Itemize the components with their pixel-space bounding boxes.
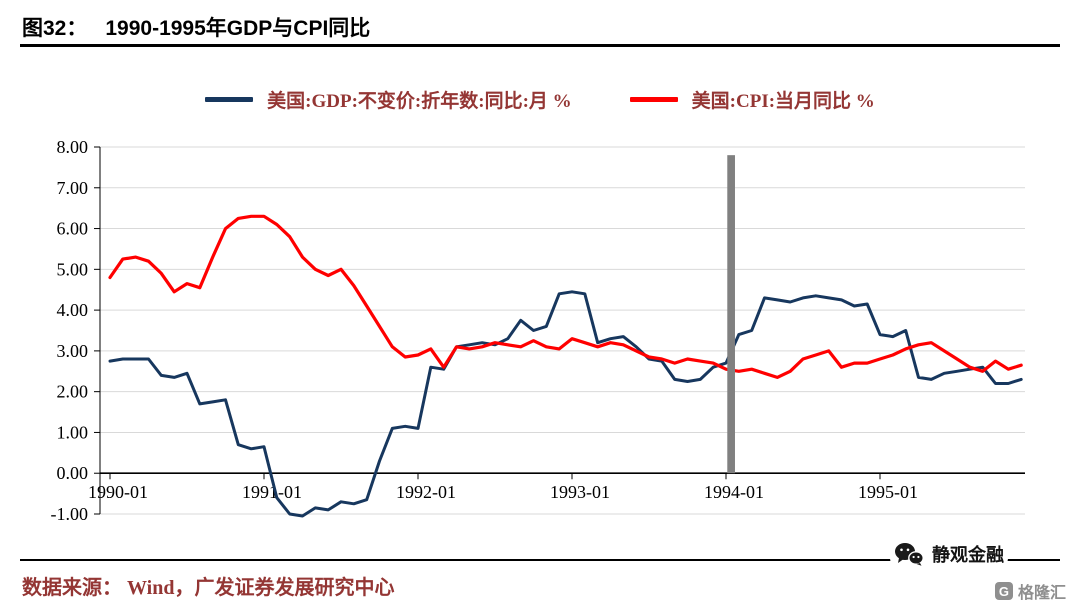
page-title: 1990-1995年GDP与CPI同比: [105, 17, 371, 40]
svg-text:0.00: 0.00: [57, 463, 89, 483]
chart-plot: 8.00 7.00 6.00 5.00 4.00 3.00 2.00 1.00 0.00 -1.0…: [51, 137, 1025, 524]
legend-label-gdp: 美国:GDP:不变价:折年数:同比:月 %: [267, 91, 572, 112]
svg-text:7.00: 7.00: [57, 178, 89, 198]
wechat-icon: [895, 543, 924, 566]
header-divider: [20, 44, 1060, 47]
footer-divider: [20, 559, 1060, 561]
data-source: 数据来源： Wind，广发证券发展研究中心: [22, 577, 395, 599]
svg-text:8.00: 8.00: [57, 137, 89, 157]
legend-item-gdp: 美国:GDP:不变价:折年数:同比:月 %: [205, 86, 572, 113]
svg-text:2.00: 2.00: [57, 382, 89, 402]
svg-text:1.00: 1.00: [57, 422, 89, 442]
svg-text:5.00: 5.00: [57, 259, 89, 279]
svg-text:6.00: 6.00: [57, 219, 89, 239]
svg-text:-1.00: -1.00: [51, 504, 89, 524]
svg-text:1992-01: 1992-01: [396, 482, 456, 502]
chart-legend: 美国:GDP:不变价:折年数:同比:月 % 美国:CPI:当月同比 %: [0, 86, 1080, 113]
svg-text:1991-01: 1991-01: [242, 482, 302, 502]
cpi-line-swatch: [629, 97, 678, 102]
svg-text:4.00: 4.00: [57, 300, 89, 320]
svg-text:1995-01: 1995-01: [858, 482, 918, 502]
svg-text:1993-01: 1993-01: [550, 482, 610, 502]
figure-number: 图32：: [22, 17, 88, 40]
chart-header: 图32： 1990-1995年GDP与CPI同比: [22, 12, 370, 42]
legend-label-cpi: 美国:CPI:当月同比 %: [691, 91, 875, 112]
gelonghui-logo-icon: G: [994, 582, 1013, 600]
legend-item-cpi: 美国:CPI:当月同比 %: [629, 86, 875, 113]
svg-text:1990-01: 1990-01: [88, 482, 148, 502]
wechat-watermark-text: 静观金融: [932, 545, 1004, 565]
gelonghui-watermark-text: 格隆汇: [1017, 585, 1066, 602]
svg-text:3.00: 3.00: [57, 341, 89, 361]
gelonghui-watermark: G 格隆汇: [994, 579, 1066, 603]
gdp-line-swatch: [205, 97, 254, 102]
svg-text:1994-01: 1994-01: [704, 482, 764, 502]
wechat-watermark: 静观金融: [890, 540, 1008, 568]
